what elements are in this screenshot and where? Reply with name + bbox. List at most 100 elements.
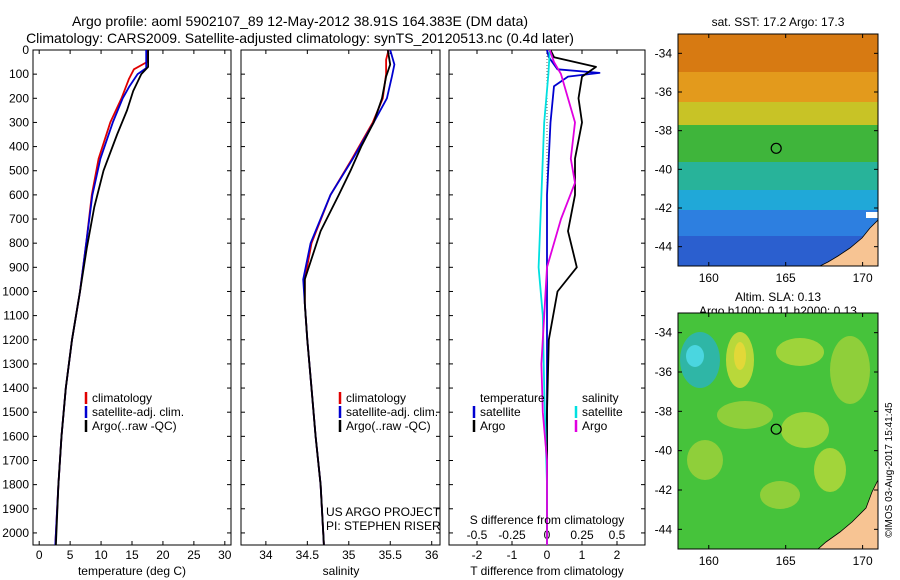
x-tick-label: 30 [218, 548, 232, 562]
figure-title-line1: Argo profile: aoml 5902107_89 12-May-201… [72, 13, 528, 29]
sla-land [817, 479, 878, 549]
x-tick-label: 34.5 [296, 548, 320, 562]
lat-tick-label: -44 [655, 522, 673, 536]
series-line-argo-raw-qc [303, 49, 392, 546]
depth-tick-label: 0 [22, 43, 29, 57]
legend-label-satellite: satellite-adj. clim. [346, 405, 438, 419]
sla-blob [687, 440, 723, 480]
series-line-salinity-argo [540, 49, 576, 545]
depth-tick-label: 400 [9, 140, 29, 154]
depth-axis: 0 100 200 300 400 500 600 700 800 900 1000 1100 1200… [2, 43, 231, 540]
salinity-profile-panel: 34 34.5 35 35.5 36 climatology satellite-adj… [240, 49, 441, 578]
depth-tick-label: 1800 [2, 478, 29, 492]
legend-label-t-argo: Argo [480, 419, 506, 433]
sla-blob [686, 345, 704, 367]
depth-tick-label: 700 [9, 212, 29, 226]
sst-map: sat. SST: 17.2 Argo: 17.3 160 165 170 -34-… [655, 15, 879, 285]
depth-tick-label: 1000 [2, 284, 29, 298]
x-tick-label: 35 [342, 548, 356, 562]
x2-tick-label: -0.25 [498, 528, 526, 542]
sst-map-title: sat. SST: 17.2 Argo: 17.3 [712, 15, 845, 29]
difference-legend: temperature salinity satellite Argo sate… [472, 391, 623, 433]
lat-tick-label: -34 [655, 326, 673, 340]
series-line-climatology [54, 49, 149, 546]
sla-map-title-line1: Altim. SLA: 0.13 [735, 290, 821, 304]
project-line2: PI: STEPHEN RISER [326, 519, 441, 533]
lat-tick-label: -44 [655, 240, 673, 254]
depth-tick-label: 1100 [3, 309, 29, 323]
sst-band-teal [678, 162, 878, 194]
x-tick-label: -2 [472, 548, 483, 562]
depth-tick-label: 300 [9, 115, 29, 129]
sla-blob [776, 338, 824, 366]
depth-tick-label: 1300 [2, 357, 29, 371]
x-tick-label: 1 [579, 548, 586, 562]
depth-tick-label: 100 [9, 67, 29, 81]
legend-label-s-argo: Argo [582, 419, 608, 433]
salinity-x-label: salinity [323, 564, 360, 578]
depth-tick-label: 200 [9, 91, 29, 105]
legend-label-climatology: climatology [92, 391, 152, 405]
difference-lines [449, 49, 645, 545]
temperature-profile-panel: 0100200300400500600700800900100011001200… [2, 43, 232, 578]
sst-band-orange [678, 72, 878, 107]
lat-tick-label: -40 [655, 162, 673, 176]
sst-band-blue [678, 210, 878, 240]
sst-lon-axis: 160 165 170 [699, 34, 873, 285]
sla-blob [760, 481, 800, 509]
sst-lat-axis: -34 -36 -38 -40 -42 -44 [655, 46, 878, 254]
difference-panel: -2 -1 0 1 2 -0.5 -0.25 0 0.25 0.5 temperature sa… [448, 49, 646, 578]
temperature-x-axis: 0 5 10 15 20 25 30 [36, 50, 232, 562]
temperature-x-label: temperature (deg C) [78, 564, 186, 578]
temperature-plot-frame [32, 49, 232, 546]
sla-blob [717, 401, 773, 429]
x-tick-label: 0 [544, 548, 551, 562]
sla-lat-axis: -34 -36 -38 -40 -42 -44 [655, 326, 878, 536]
legend-label-argo: Argo(..raw -QC) [346, 419, 431, 433]
lon-tick-label: 165 [776, 554, 796, 568]
x-tick-label: 34 [259, 548, 273, 562]
float-position-marker [770, 142, 782, 154]
depth-tick-label: 1600 [2, 429, 29, 443]
depth-tick-label: 600 [9, 188, 29, 202]
series-line-climatology [303, 49, 390, 546]
depth-tick-label: 1400 [2, 381, 29, 395]
lat-tick-label: -38 [655, 124, 673, 138]
x-tick-label: 0 [36, 548, 43, 562]
salinity-plot-frame [240, 49, 441, 546]
lon-tick-label: 160 [699, 554, 719, 568]
copyright-stamp: ©IMOS 03-Aug-2017 15:41:45 [884, 402, 895, 538]
sla-blob [814, 448, 846, 492]
legend-label-satellite: satellite-adj. clim. [92, 405, 184, 419]
sst-band-warm [678, 34, 878, 79]
x-tick-label: 20 [156, 548, 170, 562]
x-tick-label: 25 [187, 548, 201, 562]
depth-tick-label: 900 [9, 260, 29, 274]
sst-gap [866, 212, 878, 218]
x-tick-label: 36 [425, 548, 439, 562]
legend-label-climatology: climatology [346, 391, 406, 405]
lat-tick-label: -42 [655, 201, 673, 215]
series-line-argo-raw-qc [55, 50, 150, 546]
sla-map-frame [677, 312, 879, 550]
x-tick-label: 10 [94, 548, 108, 562]
sst-map-frame [677, 33, 879, 267]
x-tick-label: 35.5 [379, 548, 403, 562]
x-tick-label: 5 [67, 548, 74, 562]
temperature-legend: climatology satellite-adj. clim. Argo(..… [84, 391, 184, 433]
lat-tick-label: -36 [655, 85, 673, 99]
t-difference-x-axis: -2 -1 0 1 2 [472, 50, 621, 562]
series-line-salinity-satellite [537, 49, 551, 545]
sst-land [819, 219, 878, 266]
series-line-temperature-argo [546, 49, 597, 545]
legend-temperature-title: temperature [480, 391, 545, 405]
sst-band-green [678, 125, 878, 167]
salinity-x-axis: 34 34.5 35 35.5 36 [259, 50, 439, 562]
x-tick-label: 15 [125, 548, 139, 562]
depth-tick-label: 1900 [2, 502, 29, 516]
project-line1: US ARGO PROJECT [326, 505, 441, 519]
t-difference-label: T difference from climatology [470, 564, 624, 578]
legend-salinity-title: salinity [582, 391, 619, 405]
x2-tick-label: 0.5 [609, 528, 626, 542]
